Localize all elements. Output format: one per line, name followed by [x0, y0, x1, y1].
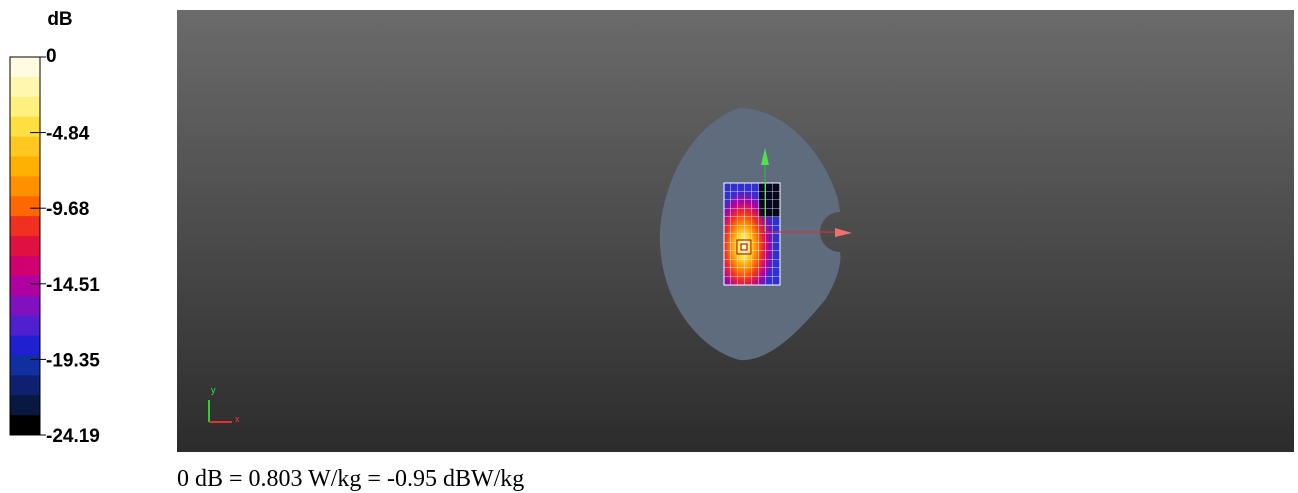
peak-box: [736, 239, 752, 255]
axis-y-label: y: [211, 385, 216, 395]
caption: 0 dB = 0.803 W/kg = -0.95 dBW/kg: [177, 466, 524, 492]
sar-grid: [723, 182, 781, 286]
colorbar-band: [10, 176, 40, 197]
colorbar-band: [10, 255, 40, 277]
colorbar-band: [10, 375, 40, 396]
colorbar-band: [10, 196, 40, 217]
colorbar-band: [10, 395, 40, 416]
y-arrow-head: [761, 148, 769, 165]
colorbar-band: [10, 57, 40, 78]
axis-x-label: x: [235, 414, 240, 424]
colorbar-tick-label: -24.19: [46, 426, 100, 447]
colorbar-band: [10, 335, 40, 356]
colorbar-band: [10, 315, 40, 337]
colorbar-unit: dB: [47, 9, 72, 30]
colorbar-band: [10, 136, 40, 157]
colorbar: [10, 57, 40, 436]
colorbar-band: [10, 295, 40, 317]
x-arrow-head: [835, 228, 852, 237]
colorbar-band: [10, 156, 40, 177]
colorbar-frame: [9, 56, 41, 436]
colorbar-band: [10, 355, 40, 376]
colorbar-tick-label: -19.35: [46, 350, 100, 371]
colorbar-band: [10, 116, 40, 138]
colorbar-tick-label: -4.84: [46, 124, 90, 145]
colorbar-band: [10, 216, 40, 237]
colorbar-band: [10, 76, 40, 98]
colorbar-band: [10, 275, 40, 297]
colorbar-band: [10, 415, 40, 436]
colorbar-tick-label: -14.51: [46, 275, 100, 296]
colorbar-band: [10, 96, 40, 118]
colorbar-tick-label: -9.68: [46, 199, 89, 220]
colorbar-band: [10, 236, 40, 257]
peak-box: [740, 243, 748, 251]
colorbar-tick-label: 0: [46, 46, 57, 67]
colorbar-ticks: 0 -4.84 -9.68 -14.51 -19.35 -24.19: [30, 46, 100, 447]
